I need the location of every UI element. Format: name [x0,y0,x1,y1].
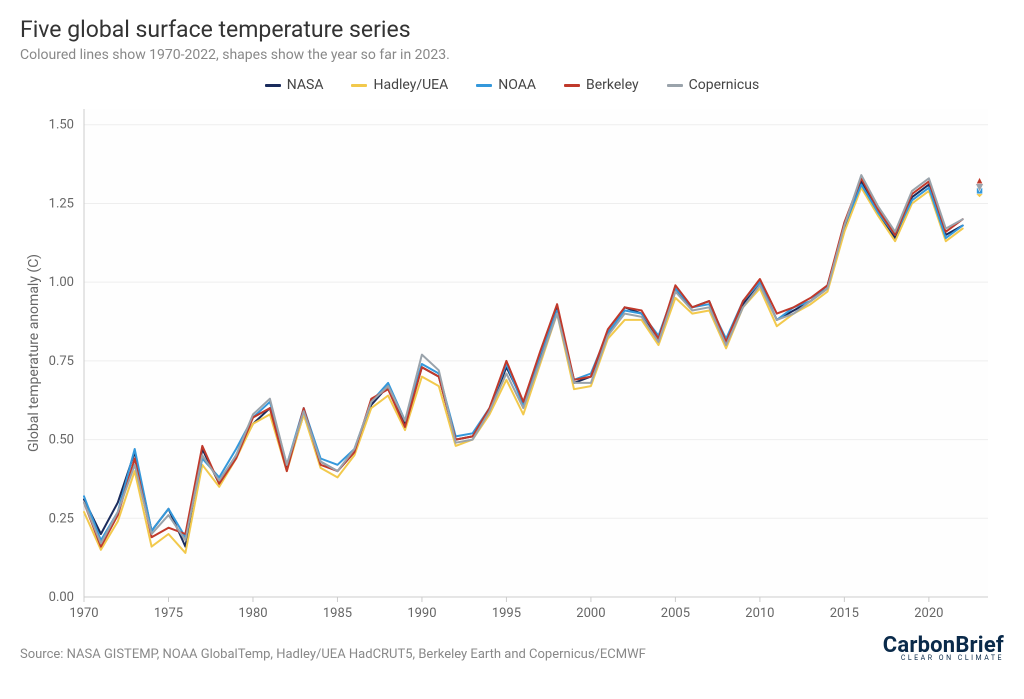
svg-text:0.50: 0.50 [49,433,74,448]
svg-text:1970: 1970 [69,606,98,621]
svg-text:Global temperature anomaly (C): Global temperature anomaly (C) [26,254,42,452]
svg-text:1995: 1995 [492,606,521,621]
svg-text:0.75: 0.75 [49,354,74,369]
chart-subtitle: Coloured lines show 1970-2022, shapes sh… [20,47,1004,63]
svg-text:0.00: 0.00 [49,590,74,605]
chart-area: 0.00 0.25 0.50 0.75 1.00 1.25 1.50 1970 1975 1980… [20,99,1004,629]
svg-text:2015: 2015 [830,606,859,621]
svg-text:2020: 2020 [914,606,943,621]
chart-title: Five global surface temperature series [20,16,1004,43]
svg-text:0.25: 0.25 [49,511,74,526]
legend-item-nasa: NASA [265,77,324,93]
legend-color-swatch [476,84,492,87]
legend-item-berkeley: Berkeley [564,77,639,93]
legend-item-copernicus: Copernicus [667,77,760,93]
svg-text:1990: 1990 [407,606,436,621]
svg-text:1985: 1985 [323,606,352,621]
svg-text:2010: 2010 [745,606,774,621]
svg-text:1.25: 1.25 [49,196,74,211]
svg-text:2000: 2000 [576,606,605,621]
line-chart-svg: 0.00 0.25 0.50 0.75 1.00 1.25 1.50 1970 1975 1980… [20,99,1004,629]
svg-text:1.00: 1.00 [49,275,74,290]
legend-label: NOAA [498,77,536,93]
legend-color-swatch [564,84,580,87]
logo-sub: CLEAR ON CLIMATE [883,655,1004,662]
svg-text:1980: 1980 [238,606,267,621]
legend-label: Copernicus [689,77,760,93]
legend-label: Berkeley [586,77,639,93]
legend-color-swatch [667,84,683,87]
legend-label: NASA [287,77,324,93]
legend-item-hadley-uea: Hadley/UEA [351,77,448,93]
logo: CarbonBrief CLEAR ON CLIMATE [883,635,1004,662]
svg-text:1.50: 1.50 [49,118,74,133]
legend-color-swatch [351,84,367,87]
svg-text:2005: 2005 [661,606,690,621]
svg-text:1975: 1975 [154,606,183,621]
legend: NASA Hadley/UEA NOAA Berkeley Copernicus [20,77,1004,93]
legend-item-noaa: NOAA [476,77,536,93]
legend-color-swatch [265,84,281,87]
source-text: Source: NASA GISTEMP, NOAA GlobalTemp, H… [20,647,646,662]
legend-label: Hadley/UEA [373,77,448,93]
